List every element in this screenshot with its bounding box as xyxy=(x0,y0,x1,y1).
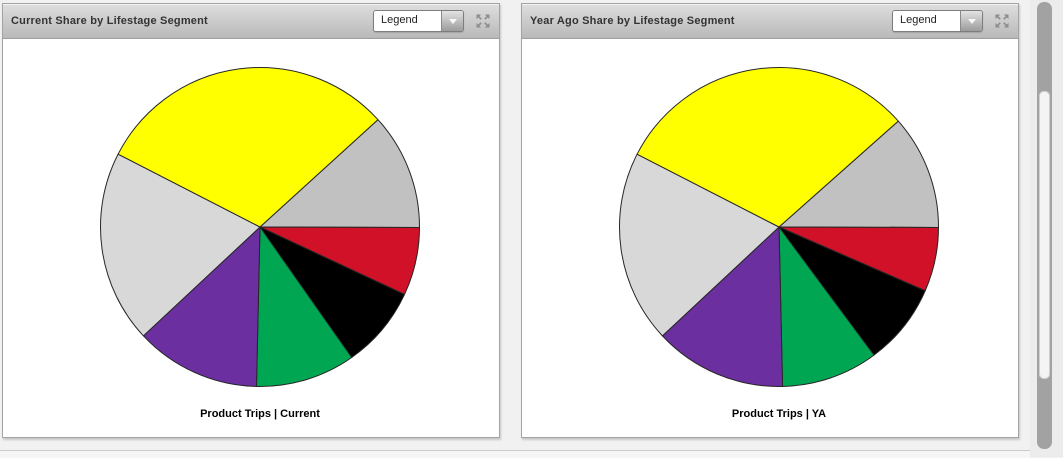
chevron-down-icon xyxy=(967,18,976,24)
pie-chart-year-ago[interactable] xyxy=(614,62,944,392)
chart-caption-current: Product Trips | Current xyxy=(200,408,320,420)
expand-arrows-icon xyxy=(476,14,490,28)
legend-dropdown-arrow-button[interactable] xyxy=(960,11,982,31)
panel-header-ya: Year Ago Share by Lifestage Segment Lege… xyxy=(522,4,1018,39)
legend-dropdown-ya[interactable]: Legend xyxy=(892,10,983,32)
legend-dropdown-arrow-button[interactable] xyxy=(441,11,463,31)
pie-slice-4[interactable] xyxy=(661,226,784,387)
pie-chart-current[interactable] xyxy=(95,62,425,392)
panel-title-ya: Year Ago Share by Lifestage Segment xyxy=(530,15,735,27)
pie-slice-3[interactable] xyxy=(778,226,875,387)
chart-caption-ya: Product Trips | YA xyxy=(731,408,827,420)
bottom-panel-edge xyxy=(0,450,1030,458)
panel-title-current: Current Share by Lifestage Segment xyxy=(11,15,208,27)
scrollbar-thumb[interactable] xyxy=(1039,91,1050,379)
vertical-scrollbar[interactable] xyxy=(1030,0,1063,457)
scrollbar-track[interactable] xyxy=(1037,2,1052,449)
pie-slice-6[interactable] xyxy=(636,67,899,228)
panel-header-current: Current Share by Lifestage Segment Legen… xyxy=(3,4,499,39)
legend-dropdown-value: Legend xyxy=(374,11,441,31)
legend-dropdown-current[interactable]: Legend xyxy=(373,10,464,32)
expand-icon[interactable] xyxy=(994,13,1010,29)
expand-icon[interactable] xyxy=(475,13,491,29)
pie-slice-0[interactable] xyxy=(259,119,421,228)
panel-body-current: Product Trips | Current xyxy=(3,39,499,436)
pie-slice-4[interactable] xyxy=(142,226,261,387)
chevron-down-icon xyxy=(448,18,457,24)
pie-slice-3[interactable] xyxy=(255,226,353,387)
expand-arrows-icon xyxy=(995,14,1009,28)
pie-slice-5[interactable] xyxy=(619,153,780,337)
pie-slice-0[interactable] xyxy=(778,120,940,228)
legend-dropdown-value: Legend xyxy=(893,11,960,31)
panel-body-ya: Product Trips | YA xyxy=(522,39,1018,436)
panel-current-share: Current Share by Lifestage Segment Legen… xyxy=(2,3,500,438)
pie-slice-5[interactable] xyxy=(100,153,261,337)
pie-slice-6[interactable] xyxy=(117,66,379,228)
panel-year-ago-share: Year Ago Share by Lifestage Segment Lege… xyxy=(521,3,1019,438)
